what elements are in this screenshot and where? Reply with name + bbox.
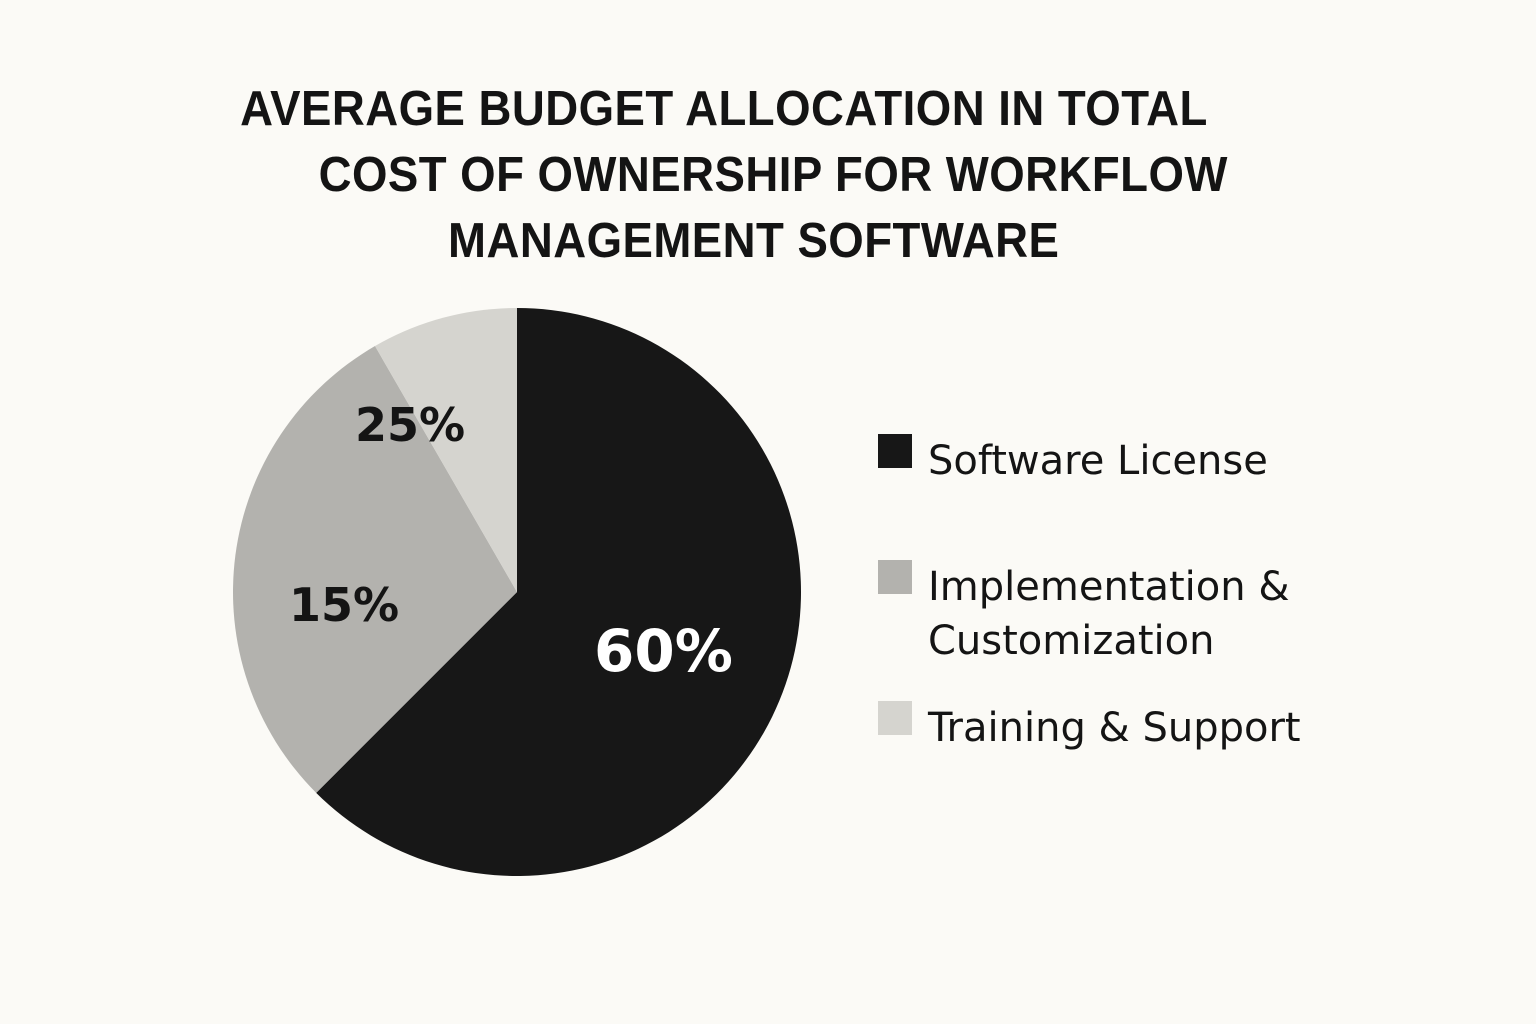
chart-title-line-1: AVERAGE BUDGET ALLOCATION IN TOTAL	[240, 82, 1208, 136]
legend-label-implementation-customization: Implementation & Customization	[928, 560, 1290, 668]
legend-swatch-implementation-customization	[878, 560, 912, 594]
pie-label-implementation-customization: 15%	[289, 578, 400, 632]
pie-label-software-license: 60%	[594, 617, 733, 685]
pie-label-training-support: 25%	[355, 398, 466, 452]
pie-slice-implementation-customization[interactable]	[233, 346, 517, 793]
chart-title: AVERAGE BUDGET ALLOCATION IN TOTAL COST …	[239, 76, 1262, 274]
legend-label-training-support: Training & Support	[928, 705, 1301, 751]
chart-title-line-2: COST OF OWNERSHIP FOR WORKFLOW	[318, 148, 1228, 202]
legend-label-line-2: Customization	[928, 618, 1215, 664]
legend-label-software-license: Software License	[928, 438, 1268, 484]
legend-item-implementation-customization[interactable]: Implementation & Customization	[878, 560, 1290, 668]
pie-slice-training-support[interactable]	[375, 308, 517, 592]
legend-item-software-license[interactable]: Software License	[878, 434, 1268, 488]
legend-label-line-1: Implementation &	[928, 564, 1290, 610]
chart-title-line-3: MANAGEMENT SOFTWARE	[448, 214, 1060, 268]
legend-swatch-software-license	[878, 434, 912, 468]
legend-swatch-training-support	[878, 701, 912, 735]
pie-slice-software-license[interactable]	[316, 308, 801, 877]
legend-item-training-support[interactable]: Training & Support	[878, 701, 1301, 755]
